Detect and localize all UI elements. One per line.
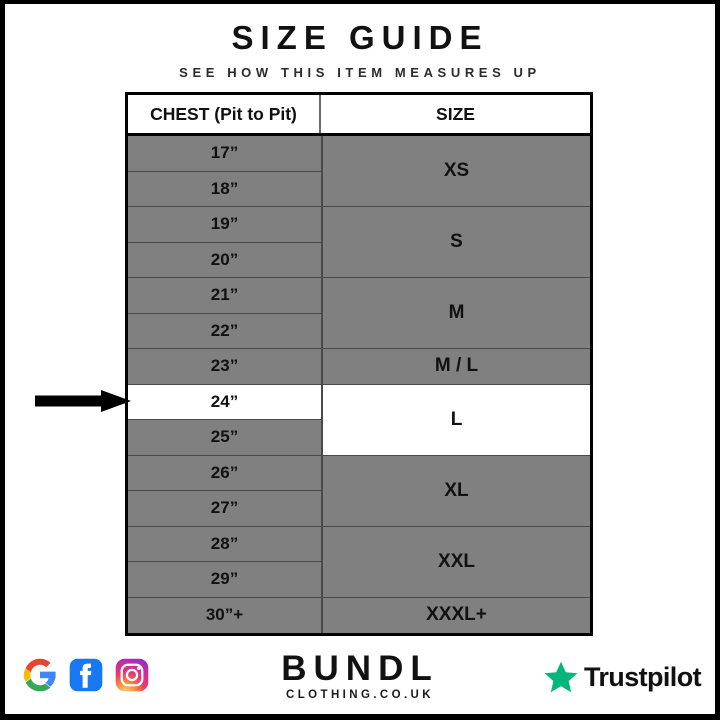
table-row[interactable]: 18” [128,171,321,207]
google-icon[interactable] [23,658,57,692]
table-header-cell-chest: CHEST (Pit to Pit) [128,95,321,133]
table-row[interactable]: 20” [128,242,321,278]
size-cell-m[interactable]: M [323,278,590,349]
column-header-chest: CHEST (Pit to Pit) [150,103,297,124]
table-row[interactable]: 22” [128,313,321,349]
instagram-icon[interactable] [115,658,149,692]
size-chart-table: CHEST (Pit to Pit) SIZE 17” 18” 19” 20” … [125,92,593,636]
brand-logo: BUNDL CLOTHING.CO.UK [5,650,715,702]
size-cell-ml[interactable]: M / L [323,349,590,385]
size-cell-xxl[interactable]: XXL [323,526,590,598]
size-cell-xxxl[interactable]: XXXL+ [323,597,590,633]
table-header-cell-size: SIZE [321,95,590,133]
page-title: SIZE GUIDE [231,19,489,56]
brand-name: BUNDL [281,649,439,688]
header-block: SIZE GUIDE SEE HOW THIS ITEM MEASURES UP [5,18,715,81]
arrow-right-icon [35,390,131,412]
table-row[interactable]: 21” [128,278,321,314]
table-body: 17” 18” 19” 20” 21” 22” 23” 24” 25” 26” … [128,136,590,633]
size-cell-s[interactable]: S [323,207,590,278]
column-header-size: SIZE [436,103,475,124]
table-row[interactable]: 28” [128,526,321,562]
trustpilot-logo[interactable]: Trustpilot [544,660,702,694]
size-column: XS S M M / L L XL XXL XXXL+ [321,136,590,633]
table-header-row: CHEST (Pit to Pit) SIZE [128,95,590,136]
table-row[interactable]: 27” [128,491,321,527]
brand-subtitle: CLOTHING.CO.UK [286,689,434,701]
size-cell-xs[interactable]: XS [323,136,590,207]
table-row[interactable]: 17” [128,136,321,172]
page-subtitle: SEE HOW THIS ITEM MEASURES UP [179,65,541,80]
table-row[interactable]: 30”+ [128,597,321,633]
table-row[interactable]: 29” [128,562,321,598]
trustpilot-star-icon [544,661,578,693]
trustpilot-label: Trustpilot [584,662,702,692]
table-row[interactable]: 25” [128,420,321,456]
table-row-highlighted[interactable]: 24” [128,384,321,420]
facebook-icon[interactable] [69,658,103,692]
table-row[interactable]: 23” [128,349,321,385]
size-cell-xl[interactable]: XL [323,455,590,527]
social-links [23,658,149,692]
size-cell-l-highlighted[interactable]: L [323,384,590,456]
chest-column: 17” 18” 19” 20” 21” 22” 23” 24” 25” 26” … [128,136,321,633]
footer: BUNDL CLOTHING.CO.UK Trustpilot [5,646,715,710]
table-row[interactable]: 19” [128,207,321,243]
table-row[interactable]: 26” [128,455,321,491]
